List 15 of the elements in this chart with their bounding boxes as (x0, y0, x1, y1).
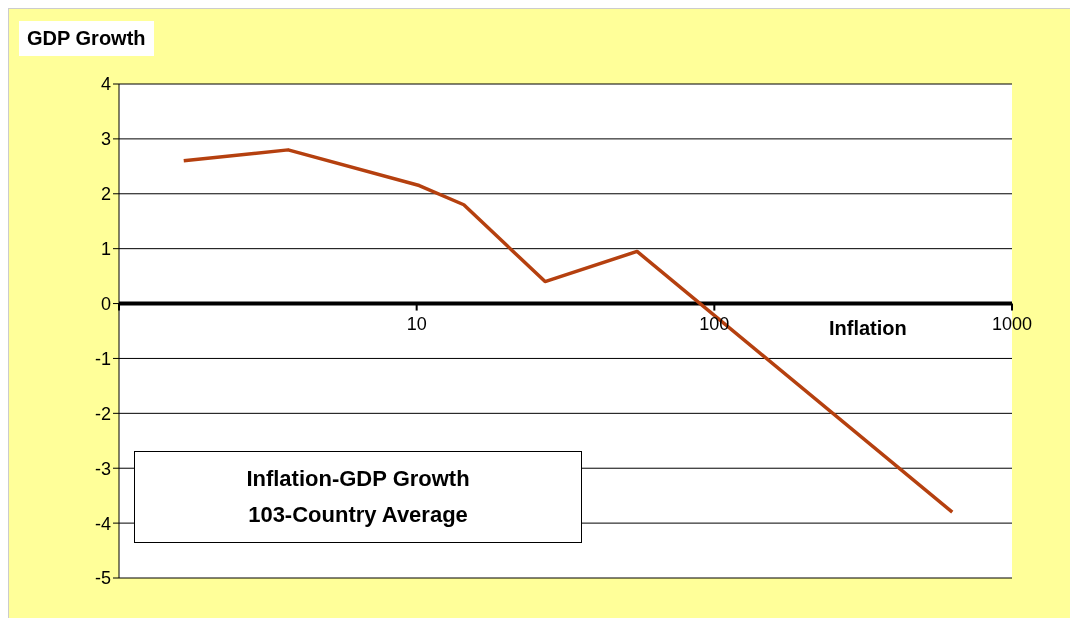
y-tick-label: -4 (94, 513, 111, 534)
x-tick-label: 1000 (991, 313, 1033, 334)
y-axis-title: GDP Growth (19, 21, 154, 56)
title-box: Inflation-GDP Growth 103-Country Average (134, 451, 582, 543)
y-tick-label: 3 (100, 129, 111, 150)
y-tick-label: -1 (94, 348, 111, 369)
y-tick-label: 0 (100, 293, 111, 314)
y-tick-label: -2 (94, 403, 111, 424)
x-axis-title: Inflation (829, 317, 907, 340)
y-tick-label: 2 (100, 184, 111, 205)
y-tick-label: 1 (100, 239, 111, 260)
y-tick-label: -3 (94, 458, 111, 479)
y-tick-label: -5 (94, 568, 111, 589)
y-tick-label: 4 (100, 74, 111, 95)
x-tick-label: 10 (406, 313, 427, 334)
